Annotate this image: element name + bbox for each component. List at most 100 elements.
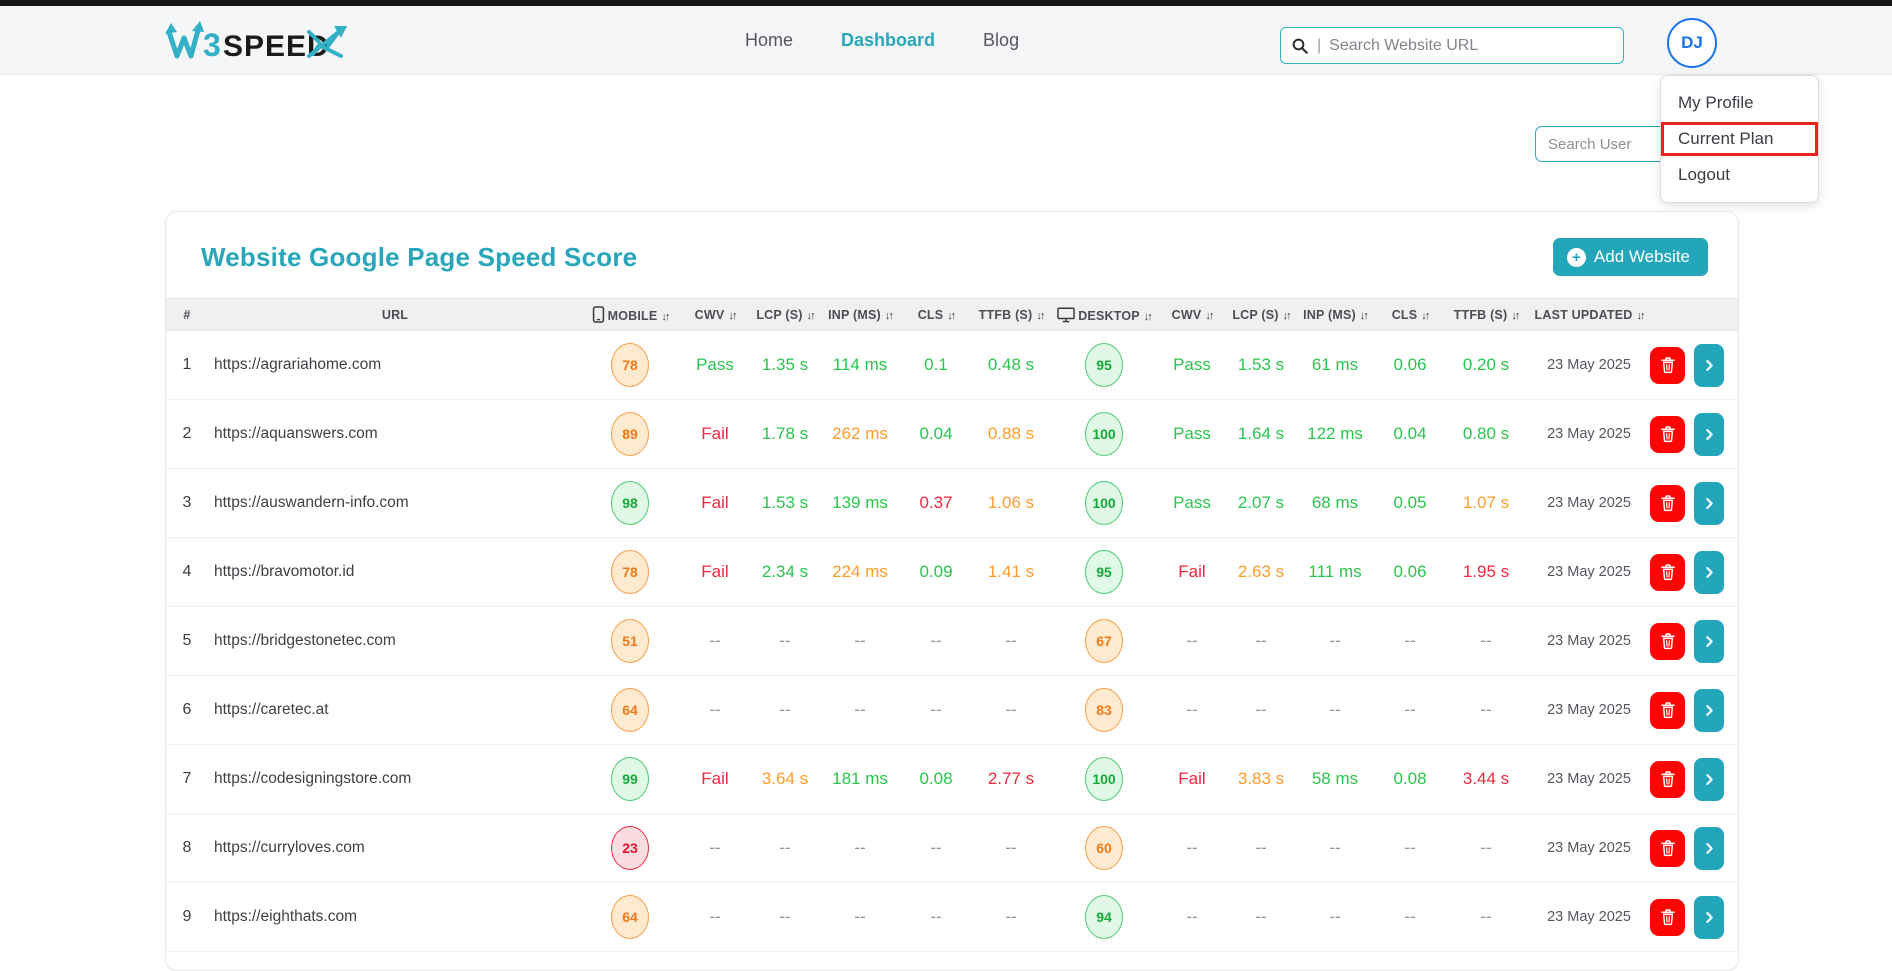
delete-website-button[interactable] [1650,554,1685,591]
sort-icon[interactable]: ↓↑ [1205,310,1212,322]
desktop-icon [1057,307,1075,323]
column-header-mobile[interactable]: MOBILE↓↑ [582,299,678,331]
delete-website-button[interactable] [1650,692,1685,729]
sort-icon[interactable]: ↓↑ [1144,311,1151,323]
desktop-ttfb: 3.44 s [1444,745,1528,814]
sort-icon[interactable]: ↓↑ [885,310,892,322]
mobile-lcp: 1.78 s [752,400,818,469]
mobile-inp: -- [818,676,902,745]
sort-icon[interactable]: ↓↑ [1360,310,1367,322]
website-search-input[interactable] [1329,37,1613,55]
sort-icon[interactable]: ↓↑ [1511,310,1518,322]
website-search-box[interactable]: | [1280,27,1624,64]
desktop-cwv: -- [1156,607,1228,676]
actions-cell [1650,538,1739,607]
trash-icon [1660,701,1676,719]
desktop-score-cell: 100 [1052,469,1156,538]
view-details-button[interactable] [1694,344,1724,387]
delete-website-button[interactable] [1650,761,1685,798]
view-details-button[interactable] [1694,758,1724,801]
column-header-ttfb-s-[interactable]: TTFB (S)↓↑ [970,299,1052,331]
view-details-button[interactable] [1694,482,1724,525]
column-header-inp-ms-[interactable]: INP (MS)↓↑ [818,299,902,331]
trash-icon [1660,632,1676,650]
column-label: URL [382,308,408,322]
desktop-ttfb: -- [1444,883,1528,952]
sort-icon[interactable]: ↓↑ [661,311,668,323]
column-header-cwv[interactable]: CWV↓↑ [678,299,752,331]
view-details-button[interactable] [1694,551,1724,594]
sort-icon[interactable]: ↓↑ [807,310,814,322]
mobile-score-badge: 99 [611,757,649,801]
row-index: 1 [166,331,208,400]
desktop-ttfb: 1.07 s [1444,469,1528,538]
view-details-button[interactable] [1694,620,1724,663]
desktop-cwv: -- [1156,883,1228,952]
nav-home[interactable]: Home [745,30,793,51]
mobile-lcp: -- [752,676,818,745]
column-header-desktop[interactable]: DESKTOP↓↑ [1052,299,1156,331]
delete-website-button[interactable] [1650,623,1685,660]
nav-blog[interactable]: Blog [983,30,1019,51]
column-label: MOBILE [608,309,658,323]
view-details-button[interactable] [1694,827,1724,870]
column-header-cls[interactable]: CLS↓↑ [1376,299,1444,331]
column-label: CLS [918,308,944,322]
desktop-score-cell: 94 [1052,883,1156,952]
user-dropdown-menu: My Profile Current Plan Logout [1660,75,1819,203]
mobile-ttfb: -- [970,607,1052,676]
column-header-last-updated[interactable]: LAST UPDATED↓↑ [1528,299,1650,331]
mobile-cls: -- [902,814,970,883]
delete-website-button[interactable] [1650,347,1685,384]
delete-website-button[interactable] [1650,899,1685,936]
mobile-cwv: Fail [678,469,752,538]
sort-icon[interactable]: ↓↑ [1283,310,1290,322]
mobile-score-cell: 99 [582,745,678,814]
view-details-button[interactable] [1694,689,1724,732]
sort-icon[interactable]: ↓↑ [1421,310,1428,322]
user-avatar[interactable]: DJ [1667,18,1717,68]
chevron-right-icon [1703,497,1716,510]
desktop-inp: -- [1294,883,1376,952]
column-header-cls[interactable]: CLS↓↑ [902,299,970,331]
mobile-score-badge: 78 [611,550,649,594]
view-details-button[interactable] [1694,896,1724,939]
main-nav: Home Dashboard Blog [745,6,1019,75]
delete-website-button[interactable] [1650,416,1685,453]
sort-icon[interactable]: ↓↑ [1637,310,1644,322]
add-website-button[interactable]: + Add Website [1553,238,1708,276]
mobile-inp: 114 ms [818,331,902,400]
desktop-inp: 111 ms [1294,538,1376,607]
mobile-cls: 0.1 [902,331,970,400]
column-header-cwv[interactable]: CWV↓↑ [1156,299,1228,331]
menu-item-logout[interactable]: Logout [1661,158,1818,192]
delete-website-button[interactable] [1650,830,1685,867]
view-details-button[interactable] [1694,413,1724,456]
desktop-ttfb: -- [1444,814,1528,883]
website-url: https://aquanswers.com [208,400,582,469]
menu-item-my-profile[interactable]: My Profile [1661,86,1818,120]
page-title: Website Google Page Speed Score [201,242,637,273]
column-header-lcp-s-[interactable]: LCP (S)↓↑ [1228,299,1294,331]
column-header-ttfb-s-[interactable]: TTFB (S)↓↑ [1444,299,1528,331]
desktop-cls: 0.06 [1376,331,1444,400]
logo[interactable]: 3 SPEED [163,18,348,64]
sort-icon[interactable]: ↓↑ [1036,310,1043,322]
mobile-score-cell: 51 [582,607,678,676]
desktop-lcp: -- [1228,883,1294,952]
sort-icon[interactable]: ↓↑ [947,310,954,322]
delete-website-button[interactable] [1650,485,1685,522]
last-updated: 23 May 2025 [1528,814,1650,883]
header: 3 SPEED Home Dashboard Blog | DJ [0,6,1892,75]
column-header-lcp-s-[interactable]: LCP (S)↓↑ [752,299,818,331]
desktop-cwv: -- [1156,676,1228,745]
nav-dashboard[interactable]: Dashboard [841,30,935,51]
column-header-inp-ms-[interactable]: INP (MS)↓↑ [1294,299,1376,331]
desktop-score-badge: 100 [1085,412,1123,456]
chevron-right-icon [1703,359,1716,372]
sort-icon[interactable]: ↓↑ [728,310,735,322]
menu-item-current-plan[interactable]: Current Plan [1661,122,1818,156]
